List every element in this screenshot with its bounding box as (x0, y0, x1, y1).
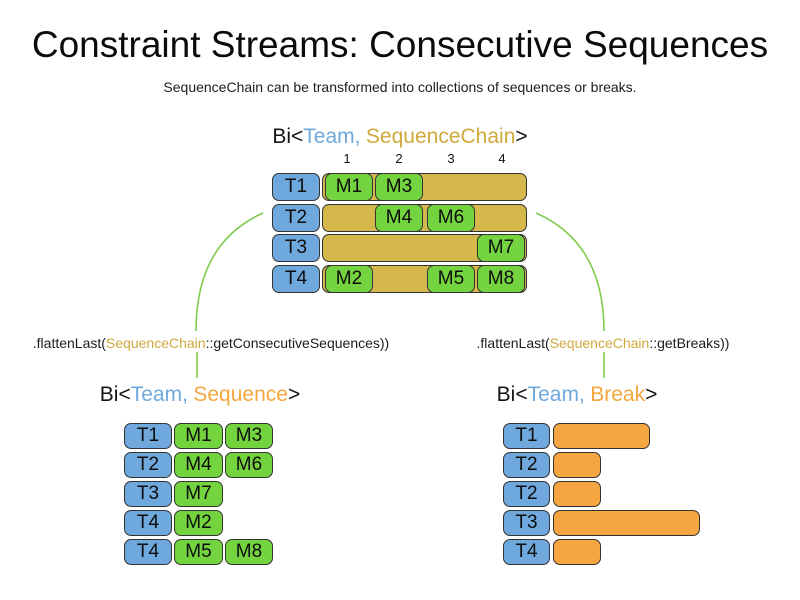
team-cell: T2 (124, 452, 172, 478)
match-block: M8 (225, 539, 273, 565)
match-block: M4 (174, 452, 223, 478)
match-block: M3 (225, 423, 273, 449)
type-value: Sequence (193, 383, 288, 406)
match-block: M8 (477, 265, 525, 293)
left-type-heading: Bi<Team, Sequence> (100, 383, 300, 407)
break-row: T1 (503, 423, 713, 449)
type-prefix: Bi< (272, 125, 304, 148)
team-cell: T2 (272, 204, 320, 232)
column-label-3: 3 (447, 151, 455, 166)
chart-row: T1 M1 M3 (272, 173, 528, 201)
match-block: M7 (174, 481, 223, 507)
team-cell: T4 (124, 510, 172, 536)
match-block: M2 (325, 265, 373, 293)
type-suffix: > (287, 383, 301, 406)
match-block: M5 (174, 539, 223, 565)
chart-row: T3 M7 (272, 234, 528, 262)
match-block: M5 (427, 265, 475, 293)
team-cell: T2 (503, 452, 550, 478)
team-cell: T2 (503, 481, 550, 507)
sequence-row: T1 M1 M3 (124, 423, 284, 449)
sequence-row: T2 M4 M6 (124, 452, 284, 478)
match-block: M2 (174, 510, 223, 536)
break-bar (553, 452, 601, 478)
match-block: M7 (477, 234, 525, 262)
break-row: T4 (503, 539, 713, 565)
label-suffix: ::getConsecutiveSequences)) (205, 335, 390, 351)
match-block: M1 (174, 423, 223, 449)
page-title: Constraint Streams: Consecutive Sequence… (31, 24, 769, 65)
match-block: M4 (375, 204, 423, 232)
column-label-1: 1 (343, 151, 351, 166)
type-prefix: Bi< (99, 383, 131, 406)
right-branch-arc (535, 212, 605, 332)
break-bar (553, 481, 601, 507)
right-transform-label: .flattenLast(SequenceChain::getBreaks)) (477, 335, 730, 351)
break-bar (553, 539, 601, 565)
team-cell: T4 (124, 539, 172, 565)
page-subtitle: SequenceChain can be transformed into co… (163, 79, 637, 95)
team-cell: T4 (503, 539, 550, 565)
sequence-row: T4 M2 (124, 510, 284, 536)
label-highlight: SequenceChain (105, 335, 206, 351)
type-value: SequenceChain (365, 125, 516, 148)
break-bar (553, 423, 650, 449)
match-block: M6 (225, 452, 273, 478)
match-block: M6 (427, 204, 475, 232)
break-row: T2 (503, 452, 713, 478)
type-suffix: > (645, 383, 658, 406)
type-team: Team, (303, 125, 361, 148)
match-block: M3 (375, 173, 423, 201)
team-cell: T3 (272, 234, 320, 262)
match-block: M1 (325, 173, 373, 201)
label-prefix: .flattenLast( (32, 335, 106, 351)
type-team: Team, (130, 383, 188, 406)
team-cell: T3 (503, 510, 550, 536)
left-transform-label: .flattenLast(SequenceChain::getConsecuti… (33, 335, 389, 351)
break-row: T2 (503, 481, 713, 507)
sequence-row: T4 M5 M8 (124, 539, 284, 565)
sequence-row: T3 M7 (124, 481, 284, 507)
type-prefix: Bi< (496, 383, 528, 406)
team-cell: T1 (124, 423, 172, 449)
type-team: Team, (527, 383, 585, 406)
type-value: Break (590, 383, 646, 406)
chart-row: T2 M4 M6 (272, 204, 528, 232)
chart-row: T4 M2 M5 M8 (272, 265, 528, 293)
break-row: T3 (503, 510, 713, 536)
team-cell: T3 (124, 481, 172, 507)
column-label-4: 4 (498, 151, 506, 166)
label-suffix: ::getBreaks)) (649, 335, 730, 351)
team-cell: T1 (503, 423, 550, 449)
column-label-2: 2 (395, 151, 403, 166)
type-suffix: > (515, 125, 528, 148)
right-type-heading: Bi<Team, Break> (497, 383, 658, 407)
chain-bar (322, 204, 527, 232)
label-highlight: SequenceChain (549, 335, 650, 351)
team-cell: T1 (272, 173, 320, 201)
label-prefix: .flattenLast( (476, 335, 550, 351)
left-branch-arc (195, 212, 264, 332)
team-cell: T4 (272, 265, 320, 293)
top-type-heading: Bi<Team, SequenceChain> (272, 125, 527, 149)
break-bar (553, 510, 700, 536)
